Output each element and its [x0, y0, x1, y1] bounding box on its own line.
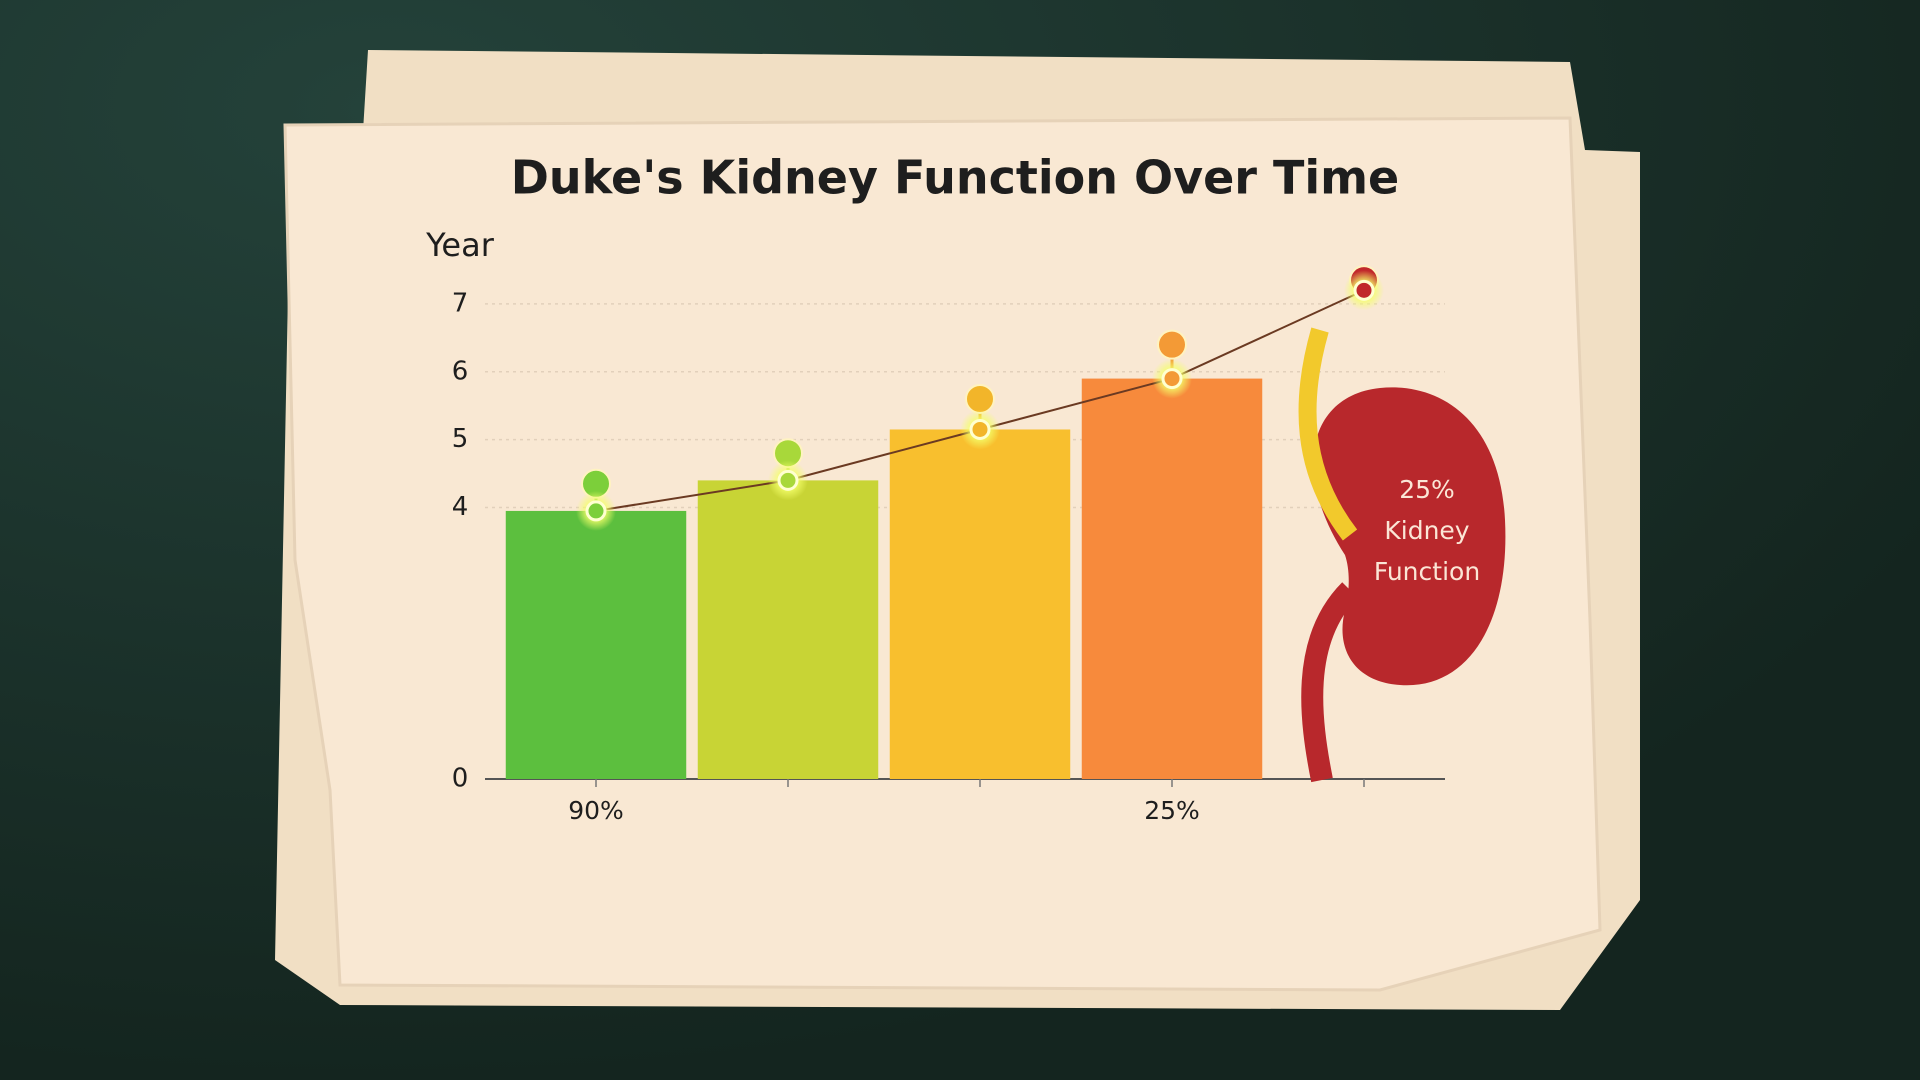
y-axis-title: Year — [425, 226, 495, 264]
marker-dot — [965, 383, 995, 414]
value-dot — [1161, 368, 1183, 390]
annotation-line: Kidney — [1384, 516, 1469, 545]
value-dot — [777, 469, 799, 491]
y-tick-label: 5 — [452, 424, 469, 454]
y-tick-label: 0 — [452, 764, 469, 794]
x-tick-label: 25% — [1144, 796, 1200, 825]
bar — [889, 429, 1071, 779]
y-tick-label: 6 — [452, 356, 469, 386]
ureter-bottom — [1301, 582, 1359, 783]
chart-title: Duke's Kidney Function Over Time — [511, 151, 1400, 205]
annotation-line: 25% — [1399, 475, 1455, 504]
y-tick-label: 4 — [452, 492, 469, 522]
value-dot — [969, 418, 991, 440]
x-tick-label: 90% — [568, 796, 624, 825]
marker-dot — [1157, 329, 1187, 360]
ureter-top — [1298, 327, 1358, 541]
annotation-line: Function — [1374, 557, 1480, 586]
bar — [697, 480, 879, 779]
value-dot — [1353, 279, 1375, 301]
bar — [1081, 378, 1263, 779]
y-tick-label: 7 — [452, 288, 469, 318]
value-dot — [585, 500, 607, 522]
bar — [505, 510, 687, 779]
kidney — [1313, 387, 1506, 686]
